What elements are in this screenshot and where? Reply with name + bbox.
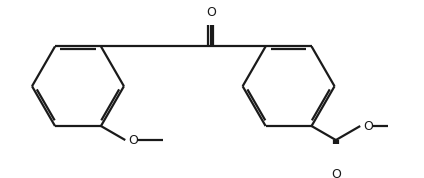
Text: O: O bbox=[363, 119, 373, 133]
Text: O: O bbox=[206, 6, 216, 19]
Text: O: O bbox=[331, 167, 341, 178]
Text: O: O bbox=[128, 134, 138, 146]
